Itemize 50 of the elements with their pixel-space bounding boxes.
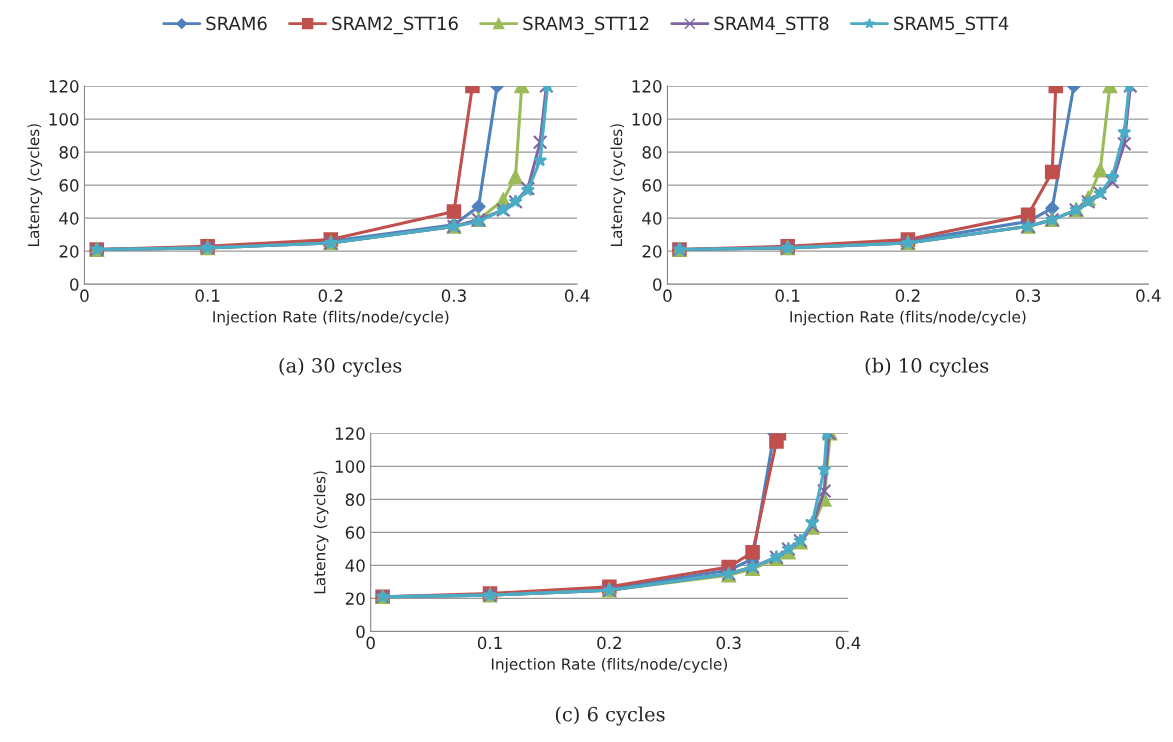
x-tick-label: 0.2: [895, 289, 920, 302]
y-tick-label: 20: [345, 592, 365, 605]
x-tick-label: 0.4: [1136, 289, 1161, 302]
y-tick-label: 100: [335, 460, 365, 473]
legend-label: SRAM5_STT4: [894, 16, 1009, 35]
text: (b) 10 cycles: [865, 357, 989, 377]
x-tick-label: 0: [80, 289, 89, 302]
y-tick-label: 80: [642, 146, 662, 159]
text: (a) 30 cycles: [279, 357, 402, 377]
y-tick-label: 80: [59, 146, 79, 159]
x-tick-label: 0.2: [597, 636, 621, 650]
x-tick-label: 0.3: [441, 289, 466, 302]
x-tick-label: 0.1: [477, 636, 502, 650]
y-tick-label: 20: [642, 245, 662, 258]
y-axis-title: Latency (cycles): [610, 124, 626, 246]
x-axis-title: Injection Rate (flits/node/cycle): [491, 657, 727, 673]
y-tick-label: 120: [632, 80, 662, 93]
legend-label: SRAM4_STT8: [714, 16, 829, 35]
x-tick-label: 0.1: [195, 289, 220, 302]
y-axis-title: Latency (cycles): [27, 124, 43, 246]
x-tick-label: 0.4: [564, 289, 590, 302]
x-tick-label: 0: [366, 636, 375, 650]
x-tick-label: 0.4: [835, 636, 861, 650]
text: (c) 6 cycles: [555, 706, 665, 726]
x-axis-title: Injection Rate (flits/node/cycle): [213, 310, 449, 326]
y-tick-label: 40: [642, 212, 662, 225]
y-tick-label: 40: [59, 212, 79, 225]
x-tick-label: 0.3: [716, 636, 741, 650]
y-tick-label: 120: [335, 427, 365, 440]
y-tick-label: 120: [49, 80, 79, 93]
y-tick-label: 0: [653, 278, 662, 291]
y-tick-label: 60: [59, 179, 79, 192]
y-tick-label: 0: [356, 625, 365, 639]
y-tick-label: 20: [59, 245, 79, 258]
y-axis-title: Latency (cycles): [313, 471, 329, 594]
y-tick-label: 0: [70, 278, 79, 291]
y-tick-label: 60: [345, 526, 365, 539]
legend-label: SRAM2_STT16: [332, 16, 458, 35]
y-tick-label: 100: [49, 113, 79, 126]
y-tick-label: 60: [642, 179, 662, 192]
x-tick-label: 0: [663, 289, 672, 302]
legend-label: SRAM3_STT12: [523, 16, 649, 35]
x-tick-label: 0.2: [318, 289, 343, 302]
y-tick-label: 80: [345, 493, 365, 506]
x-axis-title: Injection Rate (flits/node/cycle): [790, 310, 1026, 326]
y-tick-label: 100: [632, 113, 662, 126]
x-tick-label: 0.3: [1015, 289, 1041, 302]
x-tick-label: 0.1: [775, 289, 800, 302]
y-tick-label: 40: [345, 559, 365, 572]
legend-label: SRAM6: [206, 16, 267, 31]
